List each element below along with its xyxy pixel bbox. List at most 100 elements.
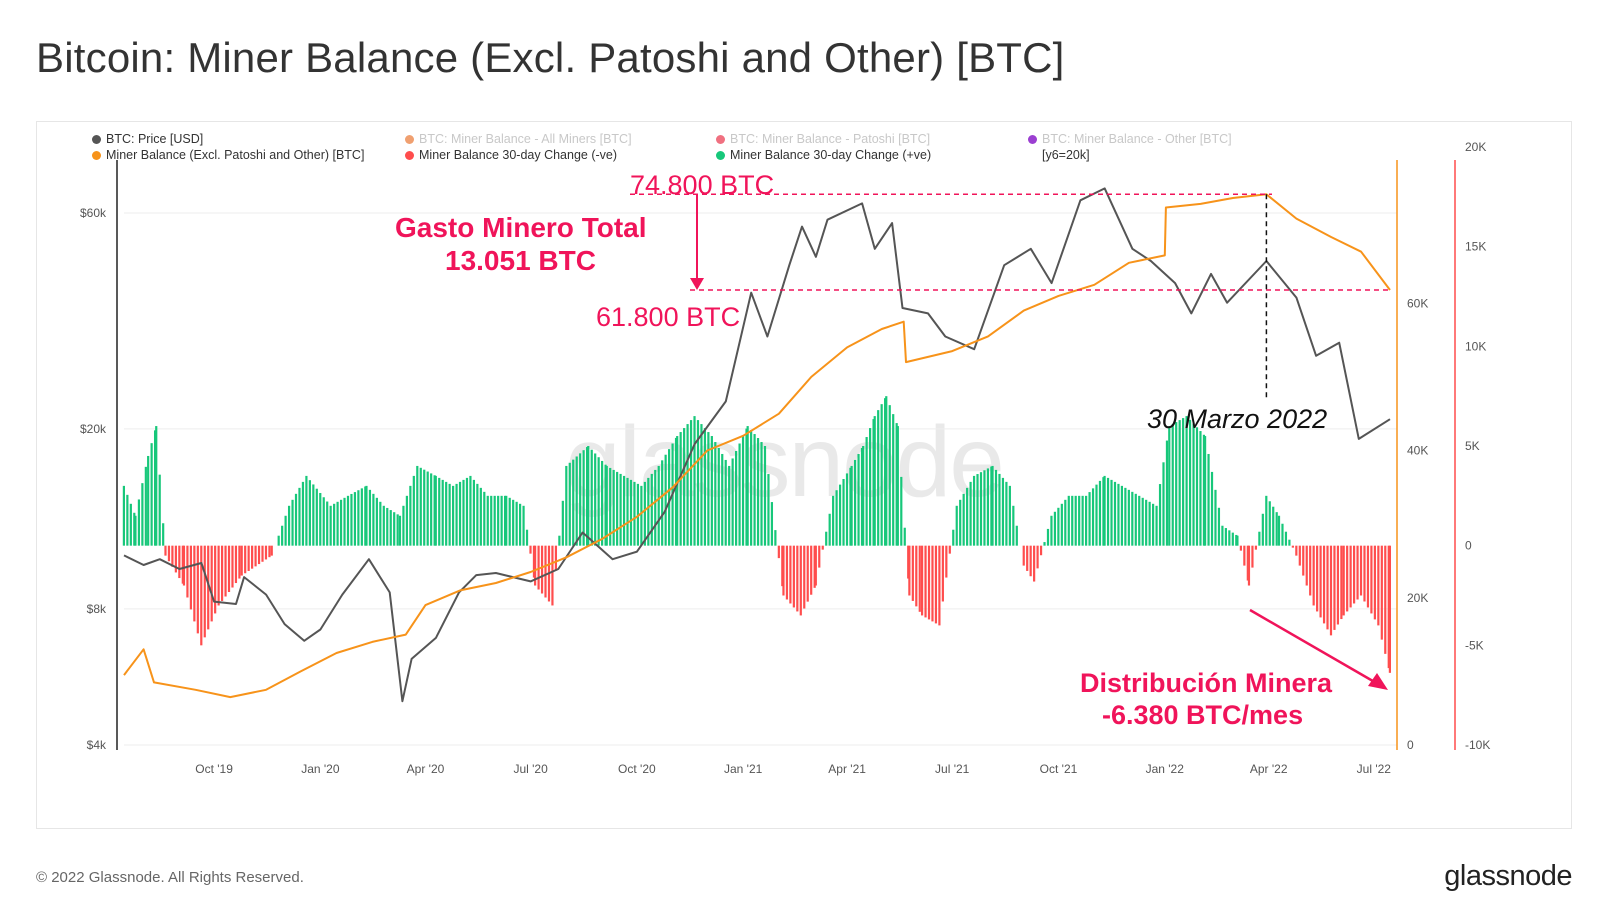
bar-positive bbox=[1060, 503, 1063, 546]
bar-positive bbox=[500, 495, 503, 546]
bar-positive bbox=[952, 529, 955, 546]
bar-positive bbox=[1110, 479, 1113, 546]
bar-negative bbox=[534, 545, 537, 586]
bar-positive bbox=[476, 483, 479, 546]
bar-negative bbox=[1247, 545, 1251, 586]
bar-positive bbox=[129, 503, 132, 546]
bar-negative bbox=[810, 545, 813, 595]
y-right-tick-label: 20K bbox=[1465, 140, 1486, 154]
bar-positive bbox=[565, 465, 568, 546]
x-tick-label: Oct '19 bbox=[195, 762, 233, 776]
bar-positive bbox=[508, 497, 511, 546]
bar-positive bbox=[430, 473, 433, 546]
bar-negative bbox=[1322, 545, 1326, 624]
bar-positive bbox=[587, 446, 590, 546]
x-tick-label: Oct '20 bbox=[618, 762, 656, 776]
bar-positive bbox=[1268, 501, 1271, 546]
bar-negative bbox=[1377, 545, 1380, 626]
bar-positive bbox=[900, 476, 903, 546]
bar-negative bbox=[813, 545, 816, 588]
bar-positive bbox=[605, 465, 608, 546]
bar-positive bbox=[1091, 488, 1095, 546]
bar-positive bbox=[419, 467, 422, 546]
bar-positive bbox=[515, 501, 518, 546]
bar-positive bbox=[1228, 530, 1231, 546]
bar-negative bbox=[1254, 545, 1258, 550]
legend-item-other[interactable]: BTC: Miner Balance - Other [BTC] bbox=[1028, 132, 1232, 146]
legend-item-patoshi[interactable]: BTC: Miner Balance - Patoshi [BTC] bbox=[716, 132, 930, 146]
bar-positive bbox=[892, 414, 895, 546]
bar-negative bbox=[217, 545, 220, 606]
legend-item-miner-balance[interactable]: Miner Balance (Excl. Patoshi and Other) … bbox=[92, 148, 364, 162]
bar-positive bbox=[315, 488, 318, 546]
bar-positive bbox=[594, 453, 597, 546]
bar-negative bbox=[174, 545, 177, 573]
bar-positive bbox=[1265, 495, 1268, 546]
bar-positive bbox=[1015, 525, 1018, 546]
y-mid-tick-label: 60K bbox=[1407, 296, 1428, 310]
bar-positive bbox=[483, 491, 486, 546]
bar-negative bbox=[247, 545, 250, 571]
bar-positive bbox=[849, 467, 852, 546]
bar-positive bbox=[1192, 423, 1195, 546]
bar-positive bbox=[1001, 477, 1005, 546]
bar-negative bbox=[1387, 545, 1390, 669]
bar-negative bbox=[181, 545, 184, 584]
y-right-tick-label: -5K bbox=[1465, 638, 1484, 652]
legend-item-change-negative[interactable]: Miner Balance 30-day Change (-ve) bbox=[405, 148, 617, 162]
bar-negative bbox=[777, 545, 780, 559]
bar-positive bbox=[469, 475, 472, 546]
bar-positive bbox=[452, 485, 455, 546]
bar-positive bbox=[1224, 528, 1227, 546]
bar-positive bbox=[1117, 483, 1120, 546]
bar-negative bbox=[544, 545, 547, 598]
y-mid-tick-label: 0 bbox=[1407, 738, 1414, 752]
x-tick-label: Apr '21 bbox=[828, 762, 866, 776]
bar-positive bbox=[434, 475, 437, 546]
legend-label: BTC: Price [USD] bbox=[106, 132, 204, 146]
bar-negative bbox=[193, 545, 196, 622]
bar-positive bbox=[585, 447, 589, 546]
legend-item-price[interactable]: BTC: Price [USD] bbox=[92, 132, 203, 146]
bar-positive bbox=[287, 505, 291, 546]
bar-positive bbox=[609, 467, 612, 546]
bar-positive bbox=[1106, 477, 1110, 546]
bar-positive bbox=[860, 447, 864, 546]
x-tick-label: Jan '20 bbox=[301, 762, 340, 776]
bar-positive bbox=[153, 430, 157, 546]
bar-positive bbox=[668, 449, 671, 546]
legend-item-all-miners[interactable]: BTC: Miner Balance - All Miners [BTC] bbox=[405, 132, 632, 146]
bar-positive bbox=[1088, 492, 1091, 546]
brand-logo[interactable]: glassnode bbox=[1444, 860, 1572, 892]
bar-positive bbox=[298, 487, 301, 546]
bar-positive bbox=[1152, 503, 1155, 546]
bar-positive bbox=[1236, 535, 1239, 546]
bar-negative bbox=[806, 545, 809, 602]
bar-positive bbox=[455, 483, 458, 546]
bar-positive bbox=[375, 497, 378, 546]
bar-negative bbox=[789, 545, 792, 604]
x-tick-label: Jul '22 bbox=[1357, 762, 1392, 776]
legend-dot-icon bbox=[405, 150, 414, 160]
bar-positive bbox=[640, 485, 643, 546]
bar-positive bbox=[1199, 431, 1202, 546]
bar-positive bbox=[1005, 481, 1008, 546]
bar-positive bbox=[301, 481, 305, 546]
bar-negative bbox=[1366, 545, 1370, 608]
bar-positive bbox=[1277, 515, 1281, 546]
bar-positive bbox=[150, 443, 153, 546]
legend-item-change-positive[interactable]: Miner Balance 30-day Change (+ve) bbox=[716, 148, 931, 162]
bar-positive bbox=[972, 475, 976, 546]
bar-positive bbox=[601, 460, 604, 546]
bar-positive bbox=[386, 507, 389, 546]
bar-positive bbox=[1175, 422, 1178, 546]
bar-positive bbox=[322, 497, 325, 546]
bar-positive bbox=[360, 488, 363, 546]
bar-positive bbox=[441, 479, 444, 546]
bar-positive bbox=[959, 499, 962, 546]
bar-negative bbox=[1039, 545, 1043, 556]
bar-positive bbox=[654, 469, 657, 546]
bar-negative bbox=[1359, 545, 1363, 596]
bar-positive bbox=[741, 436, 745, 546]
bar-negative bbox=[178, 545, 181, 579]
